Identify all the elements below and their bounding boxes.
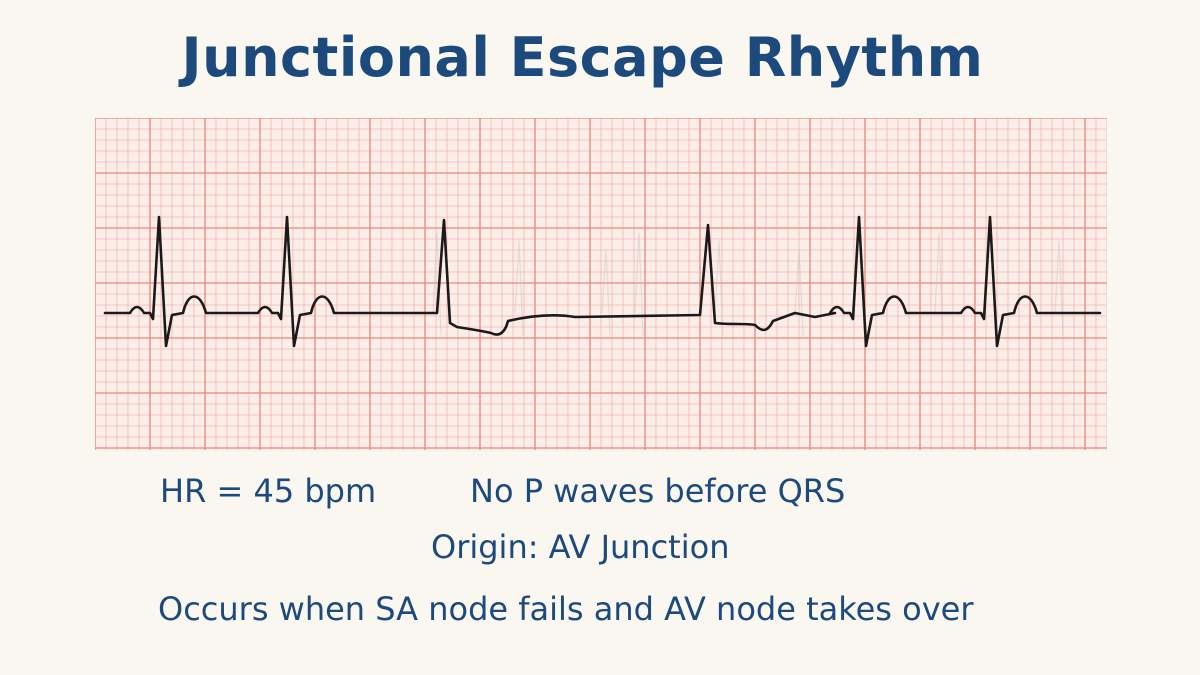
- origin-caption: Origin: AV Junction: [431, 528, 730, 566]
- heart-rate-caption: HR = 45 bpm: [160, 472, 377, 510]
- ghost-spike: [634, 232, 644, 336]
- ghost-spike: [601, 248, 611, 336]
- p-waves-caption: No P waves before QRS: [470, 472, 846, 510]
- ghost-spike: [432, 232, 442, 336]
- ecg-grid-major: [95, 118, 1107, 450]
- ecg-strip: [95, 118, 1107, 450]
- ghost-spike: [934, 232, 944, 336]
- ghost-spike: [714, 240, 724, 336]
- page-title: Junctional Escape Rhythm: [181, 26, 984, 89]
- ghost-spike: [1054, 240, 1064, 336]
- faded-artifact-complexes: [432, 232, 1064, 336]
- ecg-trace: [103, 215, 1102, 348]
- mechanism-caption: Occurs when SA node fails and AV node ta…: [158, 590, 974, 628]
- ecg-chart: [95, 118, 1107, 450]
- ghost-spike: [794, 248, 804, 336]
- ghost-spike: [514, 240, 524, 336]
